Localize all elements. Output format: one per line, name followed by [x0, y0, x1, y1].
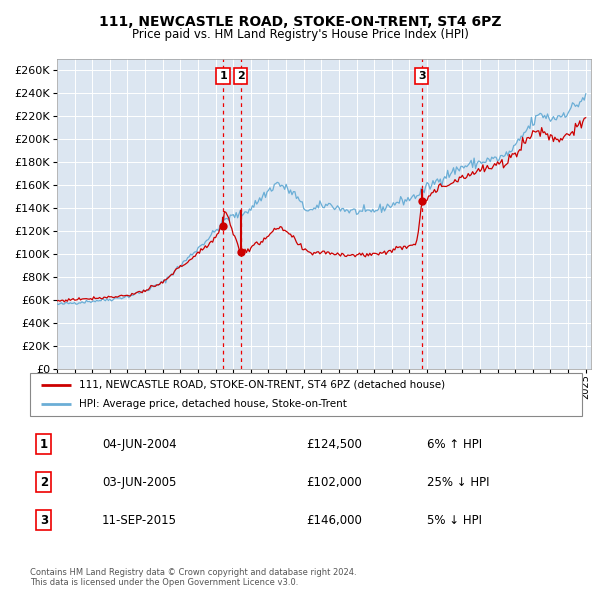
Text: 5% ↓ HPI: 5% ↓ HPI: [427, 514, 482, 527]
Text: 04-JUN-2004: 04-JUN-2004: [102, 438, 176, 451]
Text: 2: 2: [40, 476, 48, 489]
Text: 1: 1: [219, 71, 227, 81]
Text: £102,000: £102,000: [306, 476, 362, 489]
Text: 11-SEP-2015: 11-SEP-2015: [102, 514, 177, 527]
Text: £124,500: £124,500: [306, 438, 362, 451]
Text: Contains HM Land Registry data © Crown copyright and database right 2024.
This d: Contains HM Land Registry data © Crown c…: [30, 568, 356, 587]
Text: 1: 1: [40, 438, 48, 451]
Text: Price paid vs. HM Land Registry's House Price Index (HPI): Price paid vs. HM Land Registry's House …: [131, 28, 469, 41]
Text: 25% ↓ HPI: 25% ↓ HPI: [427, 476, 490, 489]
Text: 3: 3: [418, 71, 425, 81]
Text: 3: 3: [40, 514, 48, 527]
Text: 6% ↑ HPI: 6% ↑ HPI: [427, 438, 482, 451]
Text: £146,000: £146,000: [306, 514, 362, 527]
Text: 2: 2: [237, 71, 245, 81]
Text: 111, NEWCASTLE ROAD, STOKE-ON-TRENT, ST4 6PZ: 111, NEWCASTLE ROAD, STOKE-ON-TRENT, ST4…: [99, 15, 501, 29]
Text: 111, NEWCASTLE ROAD, STOKE-ON-TRENT, ST4 6PZ (detached house): 111, NEWCASTLE ROAD, STOKE-ON-TRENT, ST4…: [79, 380, 445, 390]
Text: HPI: Average price, detached house, Stoke-on-Trent: HPI: Average price, detached house, Stok…: [79, 399, 346, 409]
Text: 03-JUN-2005: 03-JUN-2005: [102, 476, 176, 489]
